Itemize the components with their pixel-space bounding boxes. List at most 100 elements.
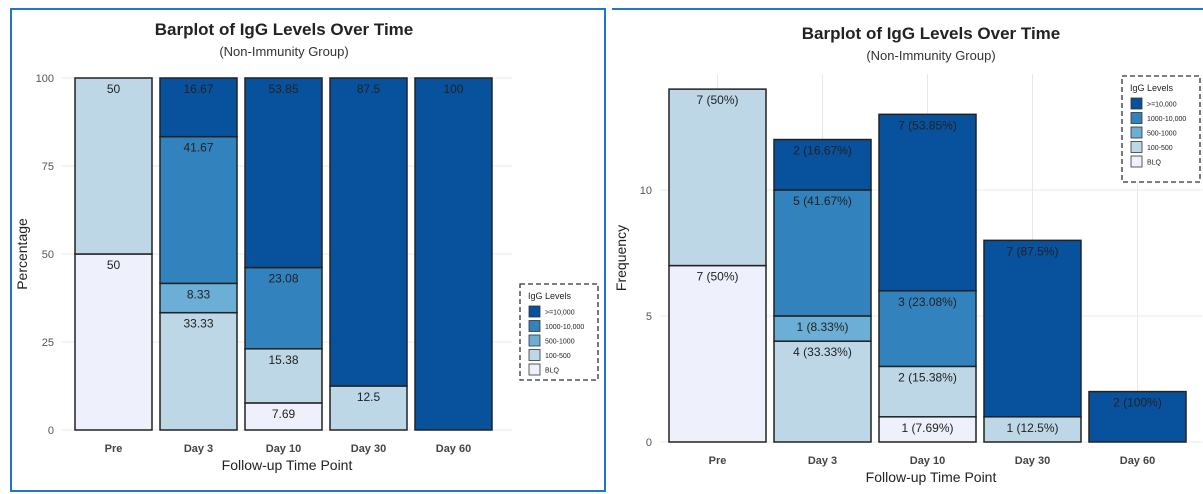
y-tick-label: 5: [646, 311, 652, 323]
x-tick-label: Day 3: [184, 443, 213, 455]
legend-swatch: [1130, 97, 1143, 110]
bar-segment: [329, 77, 408, 387]
y-tick-label: 0: [646, 437, 652, 449]
y-tick-label: 0: [48, 425, 54, 437]
bar-data-label: 7 (53.85%): [898, 118, 957, 132]
bar-segment: [878, 290, 977, 368]
bar-segment: [244, 348, 323, 404]
bar-data-label: 100: [443, 82, 463, 96]
bar-data-label: 23.08: [268, 272, 298, 286]
legend-swatch: [528, 320, 541, 332]
legend-label: >=10,000: [545, 310, 575, 317]
bar-segment: [329, 385, 408, 431]
bar-segment: [244, 77, 323, 269]
legend-label: 1000-10,000: [1147, 116, 1186, 123]
bar-segment: [74, 253, 153, 431]
x-tick-label: Day 60: [1120, 455, 1155, 467]
bar-data-label: 7.69: [272, 407, 296, 421]
bar-data-label: 8.33: [187, 287, 211, 301]
chart-title: Barplot of IgG Levels Over Time: [155, 20, 414, 39]
chart-subtitle: (Non-Immunity Group): [219, 44, 348, 59]
bar-segment: [878, 113, 977, 292]
x-axis-label: Follow-up Time Point: [222, 457, 353, 473]
legend-swatch: [1130, 155, 1143, 168]
bar-data-label: 3 (23.08%): [898, 295, 957, 309]
bar-segment: [983, 416, 1082, 443]
bar-segment: [983, 239, 1082, 418]
x-tick-label: Day 10: [266, 443, 301, 455]
legend-swatch: [1130, 112, 1143, 124]
legend-swatch: [528, 349, 541, 361]
bar-segment: [878, 365, 977, 418]
x-tick-label: Day 30: [1015, 455, 1050, 467]
legend-label: 500-1000: [1147, 131, 1177, 138]
bar-data-label: 1 (8.33%): [796, 320, 848, 334]
x-tick-label: Pre: [105, 443, 123, 455]
bar-segment: [773, 340, 872, 443]
legend-label: 500-1000: [545, 339, 575, 346]
legend-label: 100-500: [545, 353, 571, 360]
bar-data-label: 2 (15.38%): [898, 370, 957, 384]
x-axis-label: Follow-up Time Point: [866, 469, 997, 485]
legend-label: BLQ: [545, 368, 560, 375]
percentage-barplot: Barplot of IgG Levels Over Time (Non-Immu…: [14, 20, 599, 473]
legend-label: 100-500: [1147, 145, 1173, 152]
bar-data-label: 5 (41.67%): [793, 194, 852, 208]
bar-segment: [878, 416, 977, 443]
chart-subtitle: (Non-Immunity Group): [866, 48, 995, 63]
y-tick-label: 10: [640, 185, 652, 197]
bar-segment: [159, 135, 238, 285]
legend-label: >=10,000: [1147, 102, 1177, 109]
bar-data-label: 1 (12.5%): [1006, 421, 1058, 435]
bar-segment: [1088, 390, 1187, 443]
bar-data-label: 41.67: [183, 141, 213, 155]
x-tick-label: Day 30: [351, 443, 386, 455]
bar-data-label: 7 (87.5%): [1006, 244, 1058, 258]
x-tick-label: Day 10: [910, 455, 945, 467]
y-axis-label: Frequency: [613, 225, 629, 291]
bar-segment: [159, 77, 238, 138]
bar-segment: [773, 138, 872, 191]
legend-label: 1000-10,000: [545, 324, 584, 331]
bar-segment: [414, 77, 493, 431]
legend-swatch: [528, 305, 541, 318]
frequency-barplot: Barplot of IgG Levels Over Time (Non-Immu…: [613, 24, 1202, 485]
bar-segment: [244, 402, 323, 431]
bar-data-label: 7 (50%): [696, 93, 738, 107]
bar-data-label: 53.85: [268, 82, 298, 96]
legend-swatch: [1130, 126, 1143, 139]
x-tick-label: Day 60: [436, 443, 471, 455]
left-chart-panel: Barplot of IgG Levels Over Time (Non-Immu…: [10, 8, 606, 492]
bar-data-label: 16.67: [183, 82, 213, 96]
bar-data-label: 12.5: [357, 390, 381, 404]
bar-data-label: 50: [107, 82, 121, 96]
bar-data-label: 87.5: [357, 82, 381, 96]
chart-title: Barplot of IgG Levels Over Time: [802, 24, 1061, 43]
bar-data-label: 1 (7.69%): [901, 421, 953, 435]
legend-title: IgG Levels: [528, 291, 572, 301]
bar-data-label: 33.33: [183, 317, 213, 331]
right-chart-panel: Barplot of IgG Levels Over Time (Non-Immu…: [612, 8, 1203, 492]
bar-segment: [773, 189, 872, 317]
bar-segment: [244, 266, 323, 350]
bar-data-label: 15.38: [268, 353, 298, 367]
x-tick-label: Pre: [709, 455, 727, 467]
x-tick-label: Day 3: [808, 455, 837, 467]
bar-data-label: 4 (33.33%): [793, 345, 852, 359]
bar-data-label: 2 (100%): [1113, 396, 1162, 410]
legend-swatch: [1130, 141, 1143, 153]
bar-segment: [668, 264, 767, 443]
legend-swatch: [528, 363, 541, 376]
bar-segment: [74, 77, 153, 255]
legend-title: IgG Levels: [1130, 83, 1174, 93]
bar-data-label: 2 (16.67%): [793, 144, 852, 158]
bar-segment: [668, 88, 767, 267]
bar-data-label: 50: [107, 258, 121, 272]
bar-data-label: 7 (50%): [696, 270, 738, 284]
y-tick-label: 25: [42, 337, 54, 349]
y-tick-label: 75: [42, 161, 54, 173]
y-tick-label: 50: [42, 249, 54, 261]
legend-swatch: [528, 334, 541, 347]
y-tick-label: 100: [36, 73, 54, 85]
y-axis-label: Percentage: [14, 218, 30, 290]
